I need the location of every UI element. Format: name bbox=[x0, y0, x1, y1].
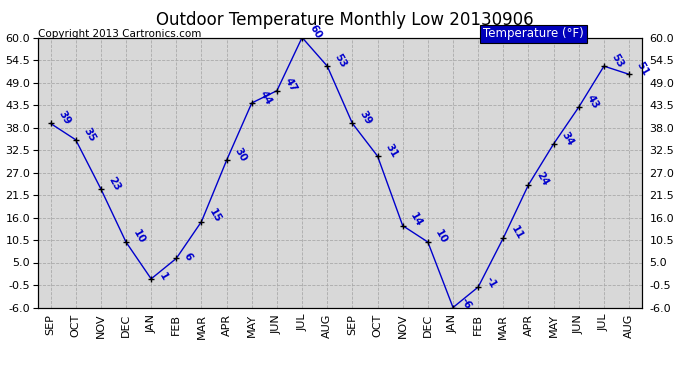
Text: -6: -6 bbox=[459, 296, 473, 311]
Text: 10: 10 bbox=[132, 228, 148, 245]
Text: -1: -1 bbox=[484, 276, 498, 290]
Text: 53: 53 bbox=[609, 52, 625, 69]
Text: 15: 15 bbox=[207, 207, 223, 225]
Text: 39: 39 bbox=[358, 110, 374, 127]
Text: 24: 24 bbox=[534, 171, 550, 188]
Text: 31: 31 bbox=[383, 142, 399, 159]
Text: 34: 34 bbox=[559, 130, 575, 147]
Text: 35: 35 bbox=[81, 126, 97, 143]
Text: 23: 23 bbox=[106, 175, 122, 192]
Text: 39: 39 bbox=[56, 110, 72, 127]
Text: 6: 6 bbox=[182, 251, 194, 262]
Text: 14: 14 bbox=[408, 211, 424, 229]
Text: 10: 10 bbox=[433, 228, 449, 245]
Text: 30: 30 bbox=[232, 146, 248, 164]
Text: 60: 60 bbox=[308, 23, 324, 41]
Text: 11: 11 bbox=[509, 224, 525, 242]
Text: 43: 43 bbox=[584, 93, 600, 110]
Text: 51: 51 bbox=[635, 60, 651, 78]
Text: 1: 1 bbox=[157, 271, 169, 282]
Text: 44: 44 bbox=[257, 88, 273, 106]
Text: 47: 47 bbox=[282, 76, 299, 94]
Text: 53: 53 bbox=[333, 52, 348, 69]
Text: Temperature (°F): Temperature (°F) bbox=[483, 27, 584, 40]
Text: Outdoor Temperature Monthly Low 20130906: Outdoor Temperature Monthly Low 20130906 bbox=[156, 11, 534, 29]
Text: Copyright 2013 Cartronics.com: Copyright 2013 Cartronics.com bbox=[38, 29, 201, 39]
